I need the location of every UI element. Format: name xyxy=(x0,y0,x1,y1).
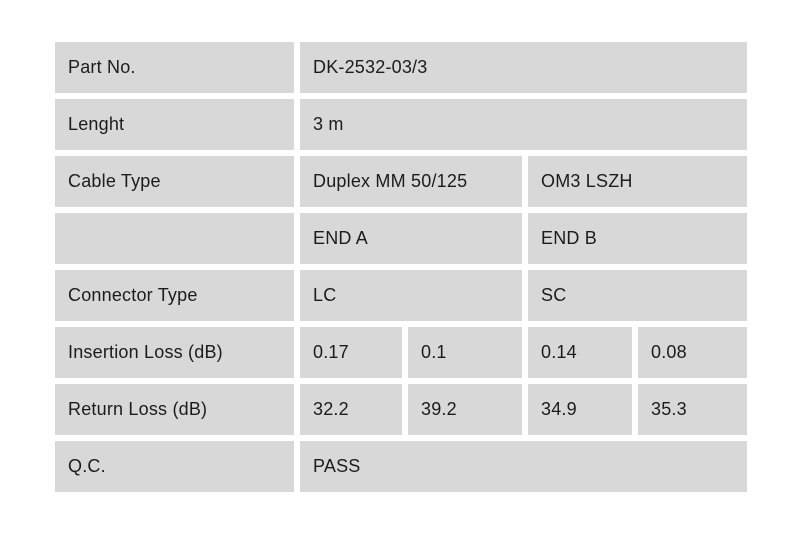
return-loss-value: 34.9 xyxy=(528,384,632,435)
return-loss-value: 39.2 xyxy=(408,384,522,435)
row-label: Return Loss (dB) xyxy=(55,384,294,435)
row-part-no: Part No. DK-2532-03/3 xyxy=(55,42,747,93)
qc-result-value: PASS xyxy=(300,441,747,492)
row-connector-type: Connector Type LC SC xyxy=(55,270,747,321)
end-b-header: END B xyxy=(528,213,747,264)
cable-type-value: Duplex MM 50/125 xyxy=(300,156,522,207)
part-no-value: DK-2532-03/3 xyxy=(300,42,747,93)
row-insertion-loss: Insertion Loss (dB) 0.17 0.1 0.14 0.08 xyxy=(55,327,747,378)
spec-table: Part No. DK-2532-03/3 Lenght 3 m Cable T… xyxy=(49,36,753,498)
row-end-header: END A END B xyxy=(55,213,747,264)
row-label: Part No. xyxy=(55,42,294,93)
insertion-loss-value: 0.08 xyxy=(638,327,747,378)
insertion-loss-value: 0.14 xyxy=(528,327,632,378)
cable-jacket-value: OM3 LSZH xyxy=(528,156,747,207)
return-loss-value: 35.3 xyxy=(638,384,747,435)
row-cable-type: Cable Type Duplex MM 50/125 OM3 LSZH xyxy=(55,156,747,207)
connector-end-b-value: SC xyxy=(528,270,747,321)
row-qc: Q.C. PASS xyxy=(55,441,747,492)
row-label: Cable Type xyxy=(55,156,294,207)
insertion-loss-value: 0.17 xyxy=(300,327,402,378)
row-label-empty xyxy=(55,213,294,264)
row-return-loss: Return Loss (dB) 32.2 39.2 34.9 35.3 xyxy=(55,384,747,435)
return-loss-value: 32.2 xyxy=(300,384,402,435)
connector-end-a-value: LC xyxy=(300,270,522,321)
insertion-loss-value: 0.1 xyxy=(408,327,522,378)
row-length: Lenght 3 m xyxy=(55,99,747,150)
end-a-header: END A xyxy=(300,213,522,264)
row-label: Q.C. xyxy=(55,441,294,492)
length-value: 3 m xyxy=(300,99,747,150)
row-label: Connector Type xyxy=(55,270,294,321)
row-label: Insertion Loss (dB) xyxy=(55,327,294,378)
row-label: Lenght xyxy=(55,99,294,150)
